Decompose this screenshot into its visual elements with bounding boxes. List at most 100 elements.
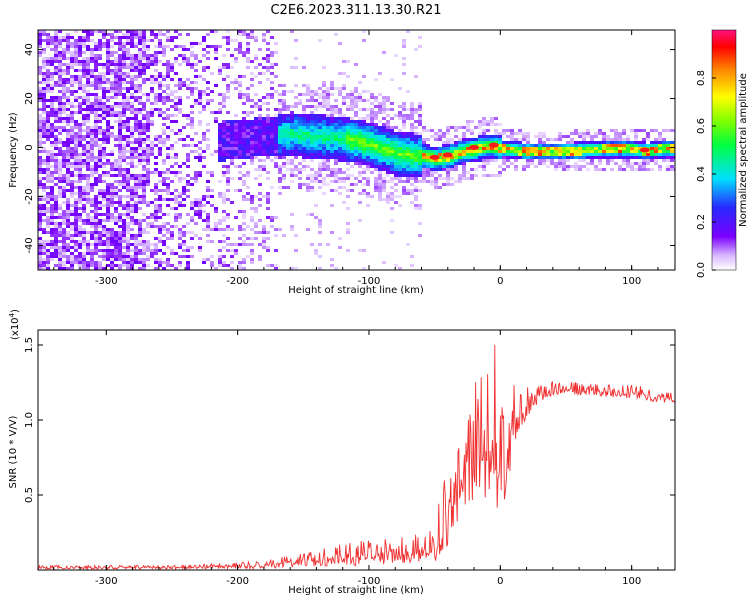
heatmap-cell: [298, 129, 302, 132]
heatmap-cell: [250, 228, 254, 231]
heatmap-cell: [246, 57, 250, 60]
heatmap-cell: [258, 204, 262, 207]
heatmap-cell: [402, 120, 406, 123]
heatmap-cell: [662, 153, 666, 156]
heatmap-cell: [134, 75, 138, 78]
heatmap-cell: [194, 81, 198, 84]
heatmap-cell: [146, 150, 150, 153]
heatmap-cell: [46, 267, 50, 270]
heatmap-cell: [126, 123, 130, 126]
heatmap-cell: [586, 153, 590, 156]
heatmap-cell: [390, 102, 394, 105]
heatmap-cell: [122, 225, 126, 228]
heatmap-cell: [178, 234, 182, 237]
heatmap-cell: [38, 108, 42, 111]
heatmap-cell: [438, 138, 442, 141]
heatmap-cell: [422, 147, 426, 150]
heatmap-cell: [638, 147, 642, 150]
heatmap-cell: [454, 159, 458, 162]
heatmap-cell: [130, 132, 134, 135]
heatmap-cell: [66, 204, 70, 207]
heatmap-cell: [390, 165, 394, 168]
heatmap-cell: [262, 228, 266, 231]
heatmap-cell: [274, 132, 278, 135]
heatmap-cell: [534, 165, 538, 168]
heatmap-cell: [214, 222, 218, 225]
heatmap-cell: [114, 234, 118, 237]
heatmap-cell: [538, 156, 542, 159]
heatmap-cell: [274, 144, 278, 147]
heatmap-cell: [98, 267, 102, 270]
heatmap-cell: [426, 147, 430, 150]
heatmap-cell: [198, 159, 202, 162]
heatmap-cell: [146, 147, 150, 150]
heatmap-cell: [106, 63, 110, 66]
heatmap-cell: [110, 219, 114, 222]
heatmap-cell: [222, 129, 226, 132]
heatmap-cell: [74, 231, 78, 234]
heatmap-cell: [354, 153, 358, 156]
heatmap-cell: [122, 222, 126, 225]
heatmap-cell: [398, 150, 402, 153]
heatmap-cell: [482, 132, 486, 135]
heatmap-cell: [206, 195, 210, 198]
heatmap-cell: [566, 165, 570, 168]
heatmap-cell: [118, 69, 122, 72]
heatmap-cell: [98, 75, 102, 78]
heatmap-cell: [94, 198, 98, 201]
heatmap-cell: [374, 129, 378, 132]
heatmap-cell: [234, 114, 238, 117]
heatmap-cell: [342, 87, 346, 90]
heatmap-cell: [74, 126, 78, 129]
heatmap-cell: [90, 93, 94, 96]
heatmap-cell: [58, 114, 62, 117]
heatmap-cell: [58, 213, 62, 216]
heatmap-cell: [74, 210, 78, 213]
heatmap-cell: [102, 228, 106, 231]
heatmap-cell: [106, 90, 110, 93]
x-tick-label: -200: [226, 276, 249, 287]
heatmap-cell: [258, 168, 262, 171]
heatmap-cell: [630, 144, 634, 147]
y-tick-label: -20: [24, 188, 35, 204]
heatmap-cell: [122, 231, 126, 234]
heatmap-cell: [150, 213, 154, 216]
heatmap-cell: [126, 171, 130, 174]
heatmap-cell: [74, 213, 78, 216]
heatmap-cell: [94, 159, 98, 162]
heatmap-cell: [70, 228, 74, 231]
heatmap-cell: [226, 150, 230, 153]
y-tick-label: 1.0: [24, 412, 35, 428]
heatmap-cell: [102, 192, 106, 195]
heatmap-cell: [66, 144, 70, 147]
heatmap-cell: [402, 147, 406, 150]
heatmap-cell: [106, 120, 110, 123]
heatmap-cell: [354, 102, 358, 105]
heatmap-cell: [342, 147, 346, 150]
heatmap-cell: [46, 264, 50, 267]
heatmap-cell: [302, 147, 306, 150]
heatmap-cell: [338, 42, 342, 45]
heatmap-cell: [258, 132, 262, 135]
heatmap-cell: [186, 135, 190, 138]
heatmap-cell: [50, 90, 54, 93]
heatmap-cell: [278, 147, 282, 150]
heatmap-cell: [98, 261, 102, 264]
heatmap-cell: [326, 168, 330, 171]
heatmap-cell: [106, 114, 110, 117]
heatmap-cell: [482, 138, 486, 141]
heatmap-cell: [226, 75, 230, 78]
heatmap-cell: [370, 162, 374, 165]
heatmap-cell: [622, 162, 626, 165]
heatmap-cell: [450, 126, 454, 129]
heatmap-cell: [382, 186, 386, 189]
heatmap-cell: [210, 72, 214, 75]
heatmap-cell: [530, 144, 534, 147]
heatmap-cell: [206, 66, 210, 69]
heatmap-cell: [226, 141, 230, 144]
heatmap-cell: [46, 159, 50, 162]
heatmap-cell: [198, 42, 202, 45]
heatmap-cell: [482, 159, 486, 162]
heatmap-cell: [78, 144, 82, 147]
heatmap-cell: [98, 54, 102, 57]
